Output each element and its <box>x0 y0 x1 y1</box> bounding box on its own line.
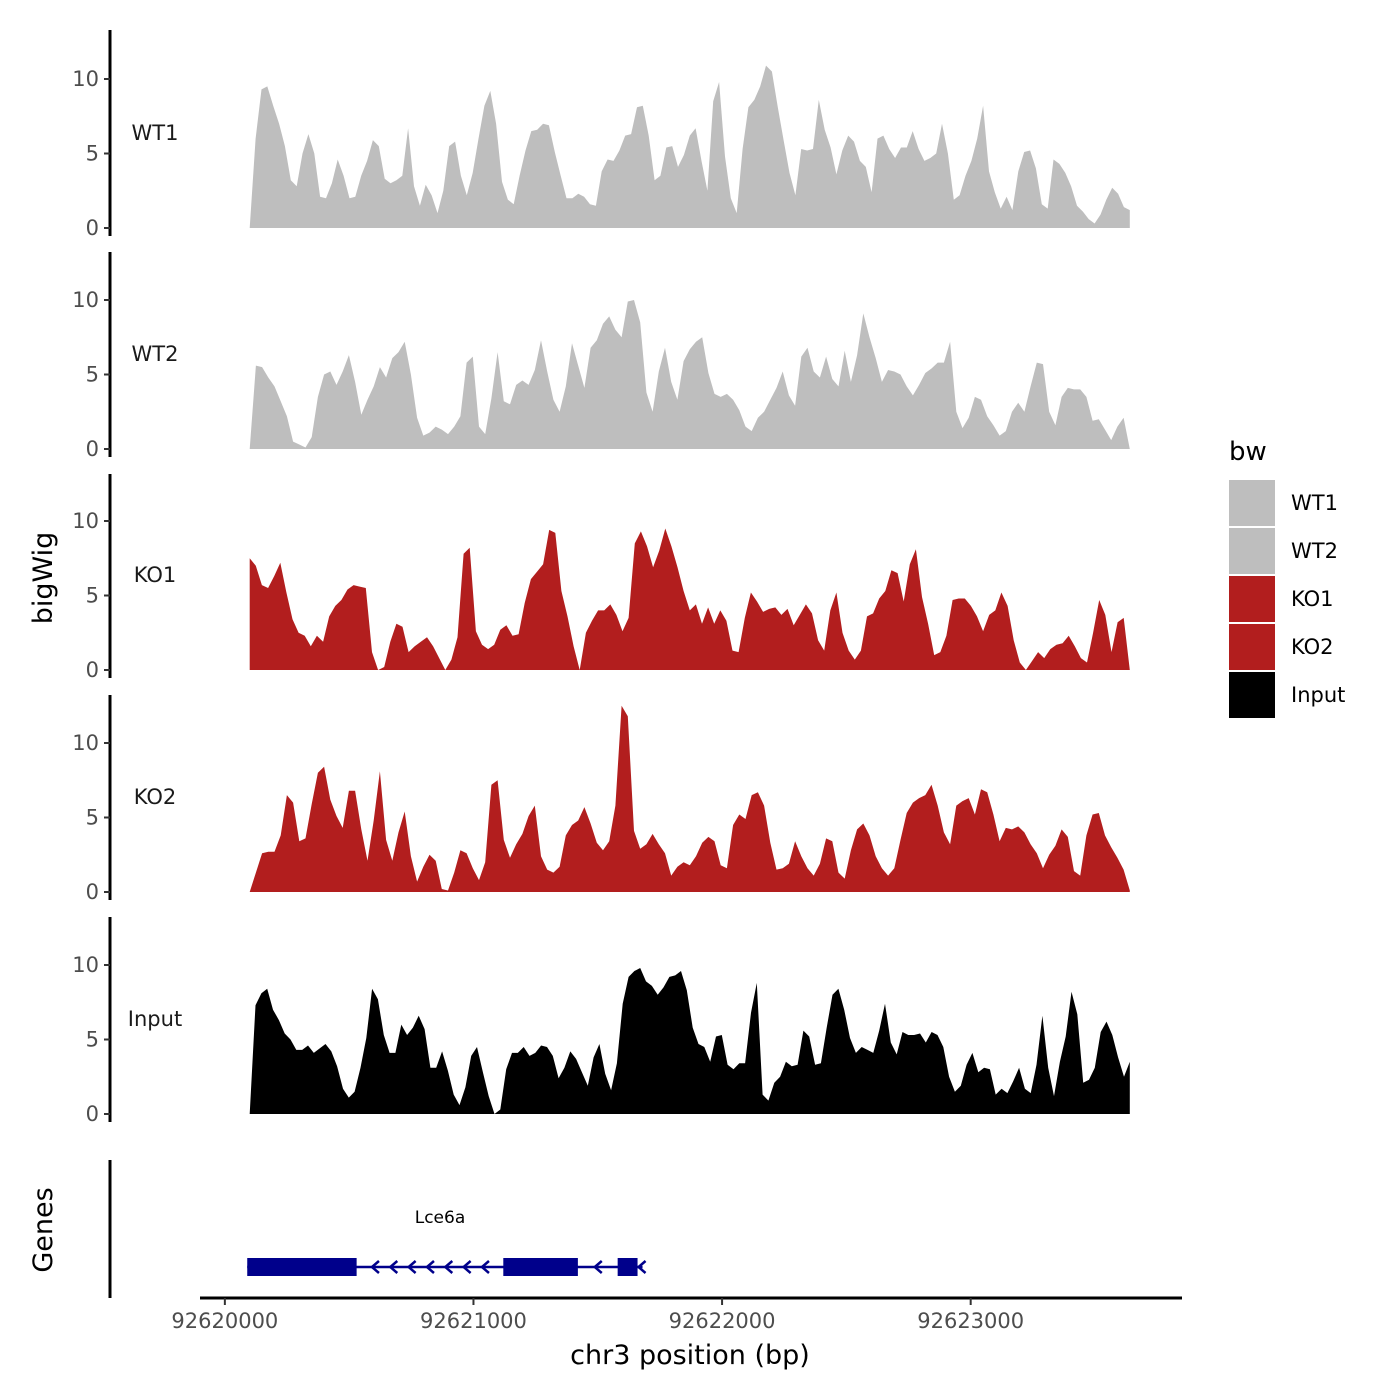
track-label-wt1: WT1 <box>132 121 179 145</box>
track-label-ko2: KO2 <box>134 785 177 809</box>
y-tick-label: 5 <box>86 584 99 608</box>
legend-key-wt2 <box>1229 528 1275 574</box>
y-tick-label: 0 <box>86 216 99 240</box>
track-label-ko1: KO1 <box>134 563 177 587</box>
track-label-input: Input <box>128 1007 182 1031</box>
coverage-area-input <box>249 968 1130 1114</box>
strand-arrow <box>370 1260 380 1274</box>
legend-title: bw <box>1229 437 1267 467</box>
strand-arrow <box>636 1260 647 1274</box>
track-label-wt2: WT2 <box>132 342 179 366</box>
legend-label-ko2: KO2 <box>1291 635 1334 659</box>
legend: bw WT1 WT2 KO1 KO2 Input <box>1229 437 1345 718</box>
legend-key-ko1 <box>1229 576 1275 622</box>
y-tick-label: 0 <box>86 1102 99 1126</box>
x-tick-label: 92621000 <box>420 1309 527 1333</box>
gene-exon <box>503 1258 578 1276</box>
track-ko1: 0 5 10 KO1 <box>72 474 1130 682</box>
x-tick-label: 92623000 <box>917 1309 1024 1333</box>
legend-label-input: Input <box>1291 683 1345 707</box>
strand-arrow <box>406 1260 417 1274</box>
y-tick-label: 5 <box>86 1028 99 1052</box>
y-tick-label: 0 <box>86 880 99 904</box>
track-wt1: 0 5 10 WT1 <box>72 30 1130 240</box>
gene-name-label: Lce6a <box>415 1208 466 1228</box>
strand-arrow <box>461 1260 472 1274</box>
y-tick-label: 10 <box>72 67 99 91</box>
strand-arrow <box>480 1260 490 1274</box>
legend-key-ko2 <box>1229 624 1275 670</box>
track-wt2: 0 5 10 WT2 <box>72 252 1130 461</box>
coverage-area-wt1 <box>249 65 1130 228</box>
genes-axis-title: Genes <box>28 1187 59 1272</box>
legend-label-ko1: KO1 <box>1291 587 1334 611</box>
track-ko2: 0 5 10 KO2 <box>72 695 1130 904</box>
y-tick-label: 5 <box>86 363 99 387</box>
x-axis: 92620000 92621000 92622000 92623000 <box>171 1296 1182 1333</box>
strand-arrow <box>443 1260 454 1274</box>
y-tick-label: 5 <box>86 806 99 830</box>
legend-label-wt1: WT1 <box>1291 491 1338 515</box>
legend-key-input <box>1229 672 1275 718</box>
y-tick-label: 0 <box>86 658 99 682</box>
strand-arrow <box>425 1260 435 1274</box>
x-tick-label: 92620000 <box>171 1309 278 1333</box>
strand-arrow <box>592 1260 603 1274</box>
legend-label-wt2: WT2 <box>1291 539 1338 563</box>
coverage-area-ko1 <box>249 528 1130 670</box>
strand-arrow <box>388 1260 399 1274</box>
gene-exon <box>617 1258 638 1276</box>
gene-exon <box>247 1258 357 1276</box>
gene-lce6a: Lce6a <box>247 1208 647 1276</box>
coverage-area-wt2 <box>249 300 1130 449</box>
coverage-tracks: 0 5 10 WT1 0 5 10 WT2 0 5 10 KO1 0 5 10 KO2 0 5 10 Input <box>72 30 1130 1126</box>
y-tick-label: 0 <box>86 437 99 461</box>
y-tick-label: 10 <box>72 731 99 755</box>
track-input: 0 5 10 Input <box>72 917 1130 1126</box>
y-tick-label: 10 <box>72 953 99 977</box>
legend-key-wt1 <box>1229 480 1275 526</box>
y-tick-label: 5 <box>86 142 99 166</box>
y-axis-title: bigWig <box>28 532 59 625</box>
gene-annotation-panel: Lce6a <box>108 1160 647 1298</box>
x-axis-title: chr3 position (bp) <box>570 1340 810 1371</box>
x-tick-label: 92622000 <box>669 1309 776 1333</box>
coverage-area-ko2 <box>249 705 1130 892</box>
y-tick-label: 10 <box>72 509 99 533</box>
y-tick-label: 10 <box>72 288 99 312</box>
